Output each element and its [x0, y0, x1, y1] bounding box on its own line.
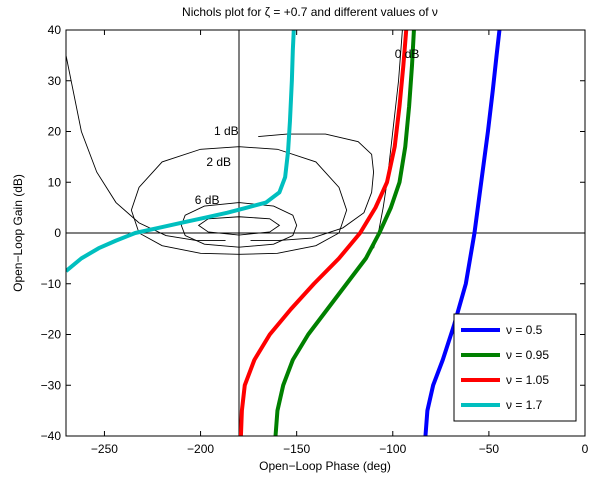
x-tick-label-4: −50	[479, 442, 500, 456]
x-tick-label-3: −100	[379, 442, 406, 456]
contour-label-layer: 0 dB 1 dB 2 dB 6 dB	[195, 47, 420, 207]
contour-line-1	[66, 55, 226, 242]
legend: ν = 0.5 ν = 0.95 ν = 1.05 ν = 1.7	[453, 313, 577, 422]
crosshair-layer	[66, 30, 585, 436]
legend-label-3: ν = 1.7	[506, 398, 543, 412]
x-tick-label-0: −250	[91, 442, 118, 456]
series-line-0	[423, 30, 502, 436]
y-tick-label-0: −40	[41, 429, 62, 443]
legend-label-2: ν = 1.05	[506, 373, 549, 387]
contour-label-1: 1 dB	[214, 124, 239, 138]
series-line-1	[273, 30, 416, 436]
y-tick-label-8: 40	[48, 23, 62, 37]
y-tick-label-7: 30	[48, 74, 62, 88]
x-tick-label-5: 0	[582, 442, 589, 456]
contour-label-2: 2 dB	[206, 155, 231, 169]
y-tick-label-2: −20	[41, 328, 62, 342]
contour-label-0: 0 dB	[395, 47, 420, 61]
y-tick-label-4: 0	[54, 226, 61, 240]
contour-line-1-b	[250, 133, 375, 242]
y-tick-label-3: −10	[41, 277, 62, 291]
x-axis-title: Open−Loop Phase (deg)	[259, 459, 391, 473]
x-tick-label-2: −150	[283, 442, 310, 456]
legend-label-0: ν = 0.5	[506, 323, 543, 337]
series-layer	[66, 30, 502, 436]
contour-line-0	[373, 30, 403, 249]
y-tick-label-5: 10	[48, 175, 62, 189]
tick-layer: −250 −200 −150 −100 −50 0−40−30−20−1001020304…	[41, 23, 589, 456]
legend-label-1: ν = 0.95	[506, 348, 549, 362]
series-line-2	[238, 30, 409, 436]
y-tick-label-1: −30	[41, 378, 62, 392]
contour-label-3: 6 dB	[195, 193, 220, 207]
x-tick-label-1: −200	[187, 442, 214, 456]
y-axis-title: Open−Loop Gain (dB)	[11, 174, 25, 292]
contour-layer	[66, 30, 403, 255]
y-tick-label-6: 20	[48, 125, 62, 139]
chart-title: Nichols plot for ζ = +0.7 and different …	[182, 5, 438, 19]
series-line-3	[66, 30, 296, 273]
